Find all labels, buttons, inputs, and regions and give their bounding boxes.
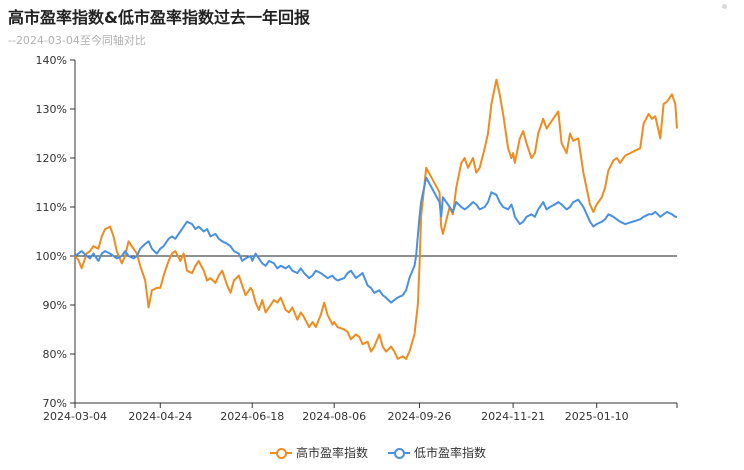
y-axis: 70% 80% 90% 100% 110% 120% 130% 140% [36, 54, 76, 410]
x-tick-label: 2024-09-26 [388, 410, 452, 423]
series-line-0 [74, 78, 678, 360]
x-tick-label: 2024-03-04 [43, 410, 107, 423]
x-tick-label: 2024-11-21 [481, 410, 545, 423]
x-tick-label: 2024-08-06 [302, 410, 366, 423]
legend-label-high-pe: 高市盈率指数 [296, 446, 369, 460]
y-tick-label: 130% [36, 103, 67, 116]
chart-title: 高市盈率指数&低市盈率指数过去一年回报 [8, 8, 310, 27]
legend-swatch-low-pe [388, 447, 411, 459]
x-tick-label: 2024-04-24 [128, 410, 192, 423]
legend-item-high-pe[interactable]: 高市盈率指数 [270, 444, 368, 461]
y-tick-label: 80% [43, 348, 67, 361]
y-tick-label: 100% [36, 250, 67, 263]
decorative-dot [722, 4, 727, 9]
legend: 高市盈率指数 低市盈率指数 [270, 444, 486, 461]
legend-label-low-pe: 低市盈率指数 [414, 446, 487, 460]
x-tick-label: 2024-06-18 [220, 410, 284, 423]
chart-subtitle: --2024-03-04至今同轴对比 [8, 34, 146, 47]
series-layer [74, 78, 678, 360]
y-tick-label: 90% [43, 299, 67, 312]
y-tick-label: 70% [43, 397, 67, 410]
y-tick-labels: 70% 80% 90% 100% 110% 120% 130% 140% [36, 54, 75, 410]
series-line-1 [74, 176, 677, 304]
x-axis: 2024-03-04 2024-04-24 2024-06-18 2024-08-06… [43, 402, 678, 423]
y-tick-label: 110% [36, 201, 67, 214]
legend-item-low-pe[interactable]: 低市盈率指数 [388, 444, 486, 461]
y-tick-label: 140% [36, 54, 67, 67]
y-tick-label: 120% [36, 152, 67, 165]
legend-swatch-high-pe [270, 447, 292, 459]
x-tick-label: 2025-01-10 [565, 410, 629, 423]
x-tick-labels: 2024-03-04 2024-04-24 2024-06-18 2024-08-06… [43, 403, 678, 423]
